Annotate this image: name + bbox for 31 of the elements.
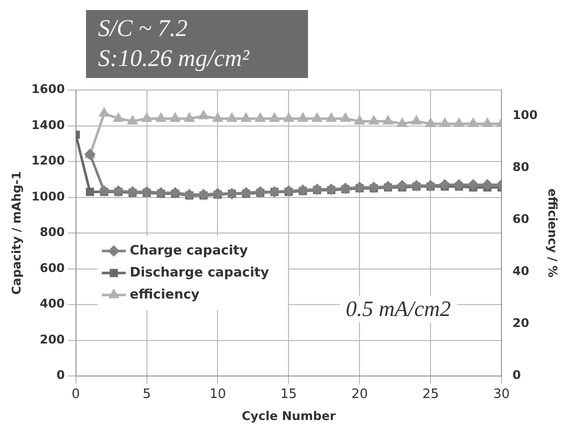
text: S/C ~ 7.2 bbox=[98, 15, 189, 44]
y-tick-label: 400 bbox=[40, 296, 65, 311]
x-tick-label: 10 bbox=[209, 387, 226, 402]
x-tick-label: 0 bbox=[72, 387, 80, 402]
x-tick-label: 30 bbox=[493, 387, 510, 402]
y-axis-title: Capacity / mAhg-1 bbox=[9, 171, 24, 295]
y2-tick-label: 100 bbox=[512, 108, 538, 122]
annotation: 0.5 mA/cm2 bbox=[340, 296, 457, 322]
x-tick-label: 5 bbox=[142, 387, 151, 402]
y-tick-label: 1400 bbox=[31, 118, 65, 132]
legend-label: efficiency bbox=[130, 287, 200, 302]
x-tick-label: 15 bbox=[280, 387, 297, 402]
y2-tick-label: 20 bbox=[512, 316, 530, 330]
y-tick-label: 600 bbox=[40, 260, 65, 275]
x-tick-label: 20 bbox=[351, 387, 368, 402]
y-tick-label: 200 bbox=[40, 332, 65, 346]
y2-tick-label: 80 bbox=[512, 160, 530, 174]
y2-tick-label: 0 bbox=[512, 368, 521, 382]
y-tick-label: 1000 bbox=[31, 189, 65, 204]
y-tick-label: 800 bbox=[40, 225, 65, 240]
text: S:10.26 mg/cm² bbox=[98, 45, 250, 74]
y-tick-label: 1600 bbox=[31, 82, 65, 96]
legend-label: Charge capacity bbox=[130, 243, 248, 258]
legend-label: Discharge capacity bbox=[130, 265, 270, 280]
y-tick-label: 1200 bbox=[31, 154, 65, 168]
y-tick-label: 0 bbox=[56, 368, 65, 382]
y2-tick-label: 40 bbox=[512, 264, 530, 278]
x-axis-title: Cycle Number bbox=[242, 408, 336, 423]
y2-tick-label: 60 bbox=[512, 212, 530, 226]
y2-axis-title: efficiency / % bbox=[546, 188, 560, 278]
x-tick-label: 25 bbox=[422, 387, 439, 402]
